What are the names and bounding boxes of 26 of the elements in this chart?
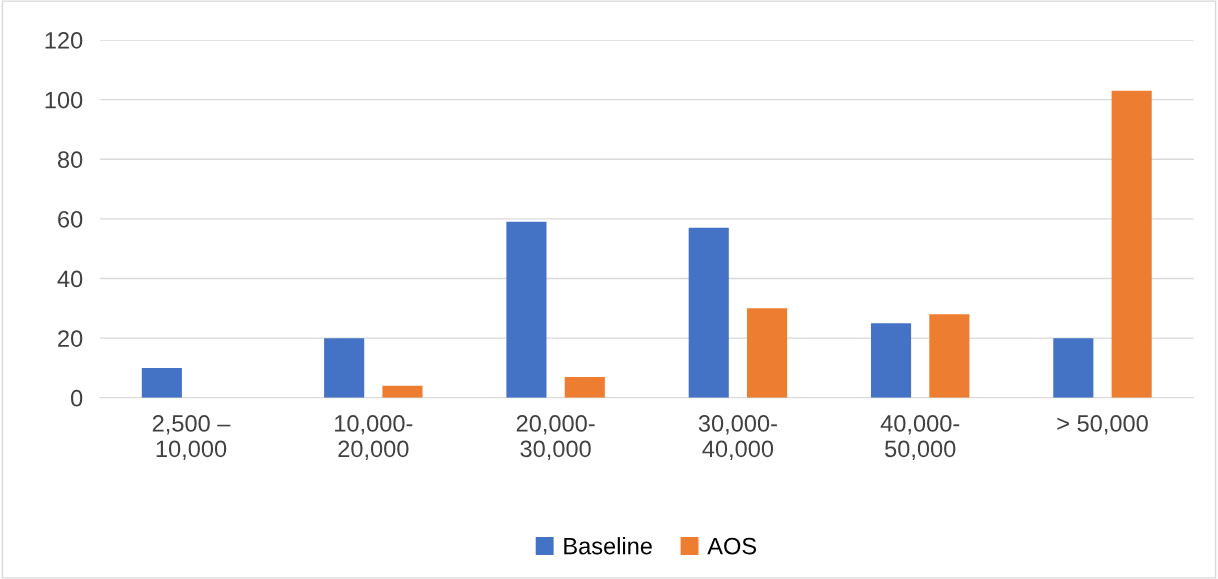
x-tick-label: 10,000- 20,000 (335, 415, 413, 460)
y-tick-label: 120 (45, 32, 83, 49)
x-tick-label: 20,000- 30,000 (516, 415, 595, 460)
bar (564, 376, 605, 398)
bar (382, 385, 423, 398)
x-tick-label: 2,500 – 10,000 (152, 415, 231, 460)
bar (141, 367, 182, 398)
y-tick-label: 20 (58, 330, 83, 347)
y-tick-label: 40 (57, 270, 83, 288)
bar (506, 221, 547, 398)
bar (688, 227, 729, 398)
y-tick-label: 80 (57, 151, 83, 169)
bar (1111, 90, 1152, 398)
bar (1053, 338, 1094, 398)
x-tick-label: 40,000- 50,000 (880, 415, 960, 460)
y-tick-label: 100 (45, 91, 83, 109)
y-tick-label: 0 (71, 389, 83, 407)
x-tick-label: 30,000- 40,000 (698, 415, 777, 460)
bar (870, 323, 912, 398)
legend-label: AOS (707, 537, 757, 555)
x-tick-label: > 50,000 (1057, 415, 1148, 435)
y-tick-label: 60 (58, 210, 83, 228)
bar (929, 314, 970, 398)
bar (324, 338, 365, 398)
bar (747, 308, 788, 398)
legend-label: Baseline (564, 537, 652, 555)
